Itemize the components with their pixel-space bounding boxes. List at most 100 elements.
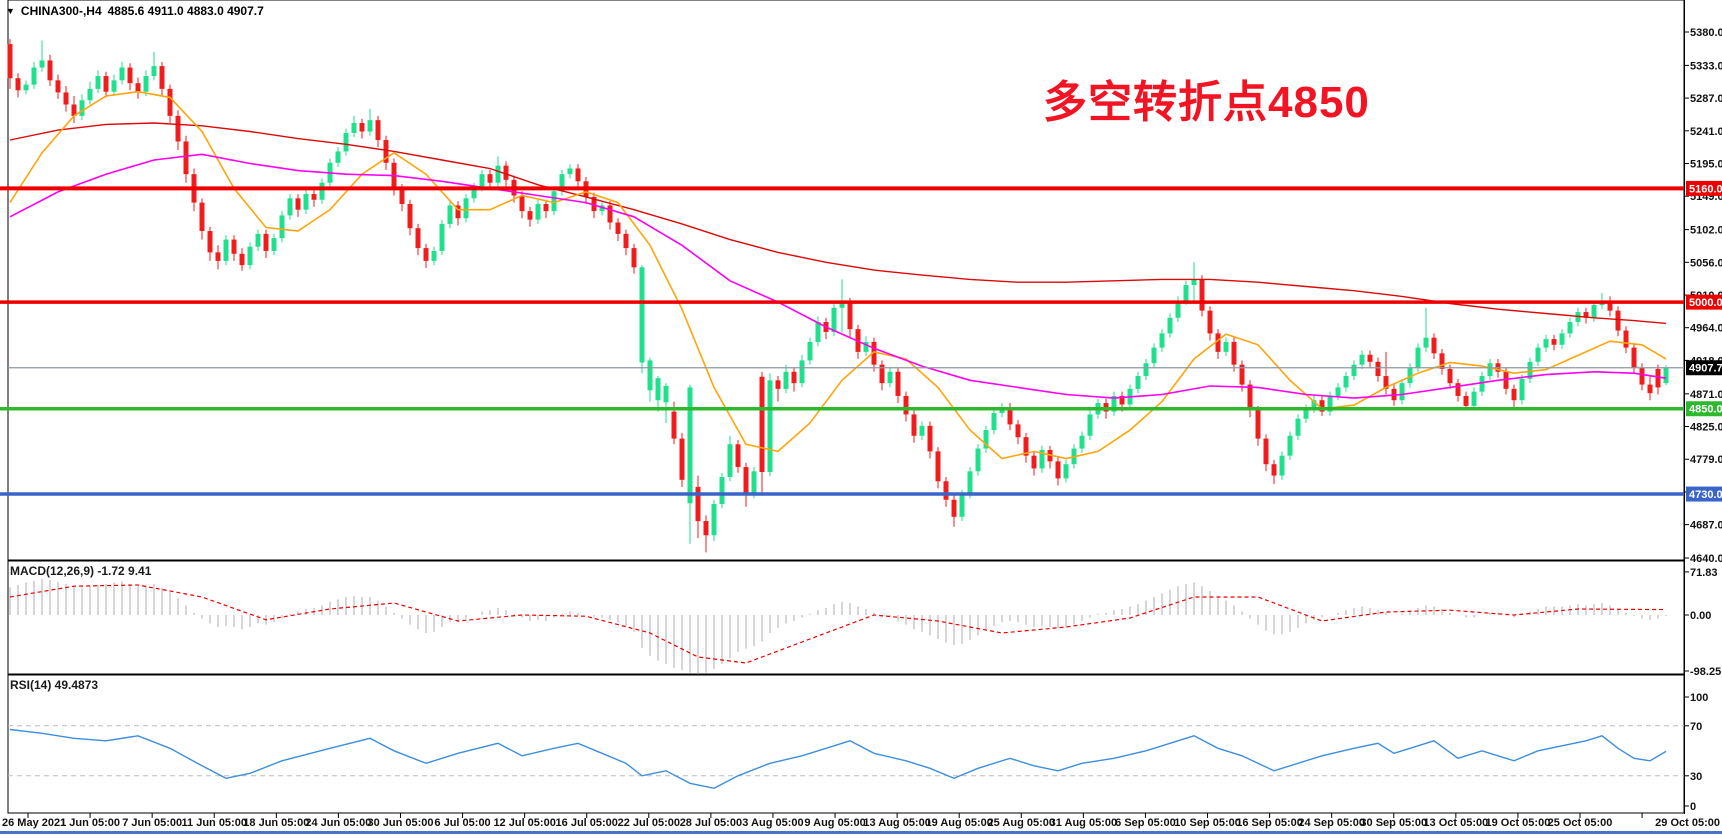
time-axis-label: 7 Jun 05:00 [122,817,182,829]
candle-body [199,202,205,232]
candle-body [215,252,221,261]
candle-body [839,302,845,308]
candle-body [367,120,373,132]
candle-body [567,168,573,175]
candle-body [879,364,885,384]
candle-body [15,78,21,91]
candle-body [311,194,317,200]
candle-body [959,494,965,517]
time-axis-label: 25 Aug 05:00 [988,817,1055,829]
candle-body [39,60,45,68]
candle-body [1167,317,1173,334]
candle-body [1463,395,1469,406]
candle-body [575,168,581,182]
candle-body [1367,354,1373,362]
candle-body [911,414,917,436]
candle-body [207,231,213,253]
candle-body [807,341,813,361]
candle-body [1015,424,1021,438]
candle-body [127,67,133,84]
candle-body [607,205,613,223]
candle-body [1559,333,1565,345]
candle-body [791,371,797,384]
time-axis-label: 24 Sep 05:00 [1298,817,1365,829]
candle-body [1247,384,1253,411]
candle-body [1455,383,1461,396]
candle-body [359,122,365,132]
time-axis-label: 18 Jun 05:00 [243,817,309,829]
main-panel-border [7,0,1685,561]
candle-body [503,165,509,180]
level-price-badge-bg [1686,180,1722,196]
candle-body [1487,363,1493,377]
candle-body [1543,339,1549,348]
candle-body [1407,367,1413,384]
candle-body [887,371,893,384]
candle-body [759,376,765,473]
candle-body [1591,304,1597,318]
candle-body [1159,333,1165,348]
candle-body [143,76,149,92]
candle-body [1303,408,1309,419]
level-price-badge: 5160.0 [1689,183,1722,195]
candle-body [1223,341,1229,352]
candle-body [495,165,501,183]
candle-body [343,132,349,152]
candle-body [423,248,429,261]
rsi-indicator-label: RSI(14) 49.4873 [10,678,99,692]
candle-body [535,204,541,220]
candle-body [271,238,277,251]
candle-body [63,92,69,105]
candle-body [1503,371,1509,389]
candle-body [991,413,997,431]
candle-body [247,246,253,266]
candle-body [231,239,237,254]
chart-text-annotation[interactable]: 多空转折点4850 [1043,78,1370,127]
candle-body [303,194,309,210]
time-axis-label: 26 May 2021 [2,817,66,829]
time-axis-label: 30 Jun 05:00 [367,817,433,829]
candle-body [1319,400,1325,412]
candle-body [1479,376,1485,392]
candle-body [159,66,165,89]
candle-body [1351,364,1357,377]
time-axis-label: 31 Aug 05:00 [1050,817,1117,829]
candle-body [71,104,77,116]
candle-body [1583,312,1589,318]
candle-body [351,122,357,133]
candle-body [335,151,341,163]
candle-body [1383,376,1389,389]
time-axis-label: 13 Aug 05:00 [863,817,930,829]
candle-body [703,521,709,536]
candle-body [687,387,693,504]
candle-body [1231,341,1237,365]
candle-body [7,44,13,79]
candle-body [871,341,877,365]
candle-body [103,76,109,92]
candle-body [295,198,301,210]
candle-body [1311,400,1317,409]
macd-axis-tick-label: -98.25 [1690,666,1721,678]
candle-body [1415,347,1421,368]
candle-body [1439,353,1445,369]
candle-body [1007,407,1013,425]
candle-body [407,204,413,229]
candle-body [1655,368,1661,388]
candle-body [647,360,653,391]
candle-body [1343,376,1349,388]
ma-fast-line [9,90,1667,460]
candle-body [1255,410,1261,439]
symbol-dropdown-icon[interactable]: ▼ [6,6,15,16]
candle-body [1567,322,1573,334]
candle-body [1039,449,1045,469]
candle-body [1151,347,1157,364]
candle-body [1239,364,1245,385]
candle-body [1207,310,1213,334]
candle-body [639,267,645,363]
candle-body [895,371,901,396]
time-axis-label: 24 Jun 05:00 [305,817,371,829]
level-price-badge: 4850.0 [1689,404,1722,416]
candle-body [1135,376,1141,389]
